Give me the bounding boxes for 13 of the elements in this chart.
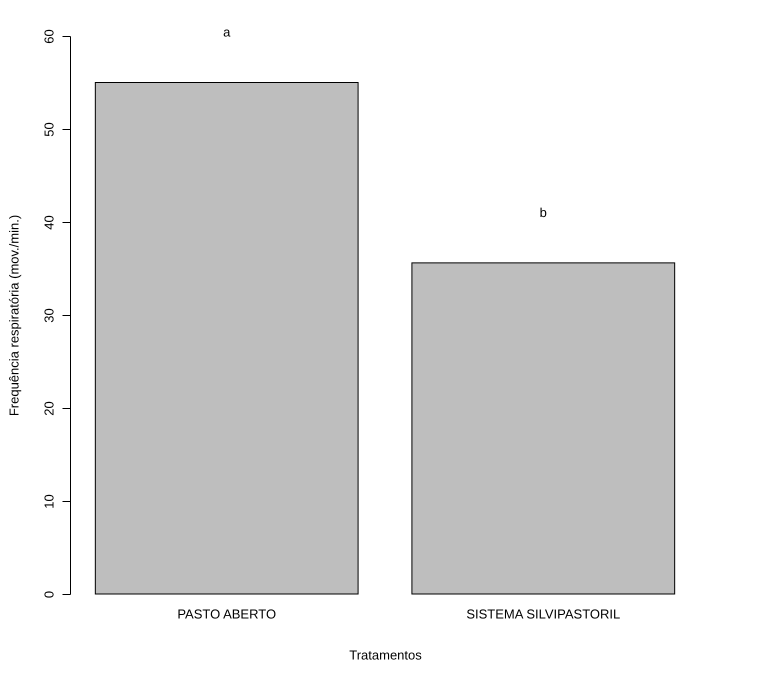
annotation: b [540, 204, 547, 220]
y-tick-label: 50 [42, 122, 56, 137]
y-tick-label: 10 [42, 494, 56, 509]
y-tick-label: 20 [42, 401, 56, 416]
y-tick-label: 40 [42, 215, 56, 230]
x-axis-title: Tratamentos [349, 648, 422, 662]
x-tick-label: PASTO ABERTO [177, 606, 276, 622]
y-tick-label: 30 [42, 308, 56, 323]
y-tick-label: 0 [42, 590, 56, 598]
y-axis-title: Frequência respiratória (mov./min.) [6, 214, 22, 416]
x-tick-label: SISTEMA SILVIPASTORIL [466, 606, 620, 622]
y-tick-label: 60 [42, 29, 56, 44]
annotation: a [223, 24, 232, 40]
